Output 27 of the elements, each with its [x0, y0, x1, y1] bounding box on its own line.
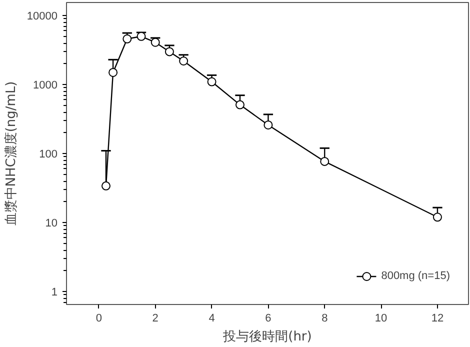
point: [432, 212, 442, 222]
y-tick-label: 1000: [33, 80, 58, 92]
point: [264, 120, 273, 130]
y-tick-label: 1: [51, 286, 58, 299]
legend-label: 800mg (n=15): [381, 270, 450, 282]
point: [207, 77, 216, 86]
x-tick-label: 12: [431, 312, 444, 324]
y-tick-label: 10000: [26, 10, 58, 23]
point: [150, 38, 160, 47]
x-tick-label: 4: [208, 312, 215, 324]
x-tick-label: 10: [374, 312, 388, 324]
y-tick-label: 10: [45, 218, 58, 230]
y-tick-label: 100: [39, 148, 58, 161]
x-axis-title: 投与後時間(hr): [222, 330, 312, 344]
point: [108, 68, 118, 77]
point: [179, 56, 188, 66]
x-tick-label: 8: [322, 312, 328, 324]
point: [164, 47, 174, 56]
point: [235, 100, 244, 110]
point: [136, 32, 146, 41]
point: [101, 181, 110, 190]
x-tick-label: 2: [152, 312, 158, 324]
x-tick-label: 0: [96, 312, 102, 324]
y-axis-title: 血漿中NHC濃度(ng/mL): [2, 81, 19, 226]
point: [320, 156, 330, 166]
point: [122, 34, 132, 44]
x-tick-label: 6: [265, 312, 272, 324]
